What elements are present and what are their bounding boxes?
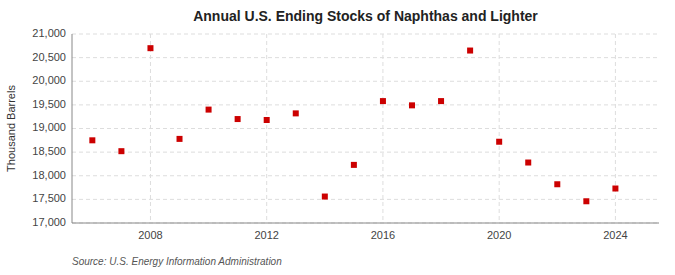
x-axis-line bbox=[72, 223, 659, 224]
point bbox=[235, 116, 241, 122]
y-tick-label: 19,000 bbox=[32, 121, 66, 133]
source-note: Source: U.S. Energy Information Administ… bbox=[72, 256, 282, 267]
point bbox=[177, 136, 183, 142]
point bbox=[496, 139, 502, 145]
title: Annual U.S. Ending Stocks of Naphthas an… bbox=[193, 8, 538, 24]
point bbox=[264, 117, 270, 123]
y-tick-label: 20,500 bbox=[32, 51, 66, 63]
points bbox=[89, 45, 618, 204]
point bbox=[147, 45, 153, 51]
y-grid-line bbox=[72, 34, 659, 35]
x-tick-label: 2020 bbox=[487, 229, 511, 241]
y-tick-label: 17,000 bbox=[32, 216, 66, 228]
x-grid-line bbox=[150, 34, 151, 223]
point bbox=[525, 160, 531, 166]
point bbox=[293, 110, 299, 116]
chart: 17,000 17,500 18,000 18,500 19,000 19,500 20,0… bbox=[0, 0, 675, 275]
y-grid-line bbox=[72, 57, 659, 58]
point bbox=[438, 98, 444, 104]
y-grid-line bbox=[72, 175, 659, 176]
x-tick-label: 2024 bbox=[603, 229, 627, 241]
x-grid-line bbox=[266, 34, 267, 223]
point bbox=[206, 107, 212, 113]
y-axis-label: Thousand Barrels bbox=[5, 85, 17, 172]
y-grid-line bbox=[72, 104, 659, 105]
x-tick-label: 2012 bbox=[254, 229, 278, 241]
y-tick-label: 18,500 bbox=[32, 145, 66, 157]
point bbox=[409, 102, 415, 108]
point bbox=[583, 198, 589, 204]
point bbox=[380, 98, 386, 104]
y-grid-line bbox=[72, 128, 659, 129]
x-tick-label: 2008 bbox=[138, 229, 162, 241]
point bbox=[89, 137, 95, 143]
y-tick-label: 20,000 bbox=[32, 74, 66, 86]
y-tick-label: 18,000 bbox=[32, 169, 66, 181]
y-tick-label: 17,500 bbox=[32, 192, 66, 204]
x-grid-line bbox=[499, 34, 500, 223]
y-axis-line bbox=[72, 34, 73, 223]
y-grid-line bbox=[72, 81, 659, 82]
point bbox=[467, 48, 473, 54]
point bbox=[612, 186, 618, 192]
point bbox=[554, 181, 560, 187]
point bbox=[322, 194, 328, 200]
point bbox=[118, 148, 124, 154]
x-grid-line bbox=[615, 34, 616, 223]
y-tick-label: 19,500 bbox=[32, 98, 66, 110]
y-grid-line bbox=[72, 223, 659, 224]
y-tick-label: 21,000 bbox=[32, 27, 66, 39]
y-grid-line bbox=[72, 199, 659, 200]
grid bbox=[72, 34, 659, 223]
x-tick-label: 2016 bbox=[371, 229, 395, 241]
point bbox=[351, 162, 357, 168]
y-grid-line bbox=[72, 152, 659, 153]
x-grid-line bbox=[382, 34, 383, 223]
